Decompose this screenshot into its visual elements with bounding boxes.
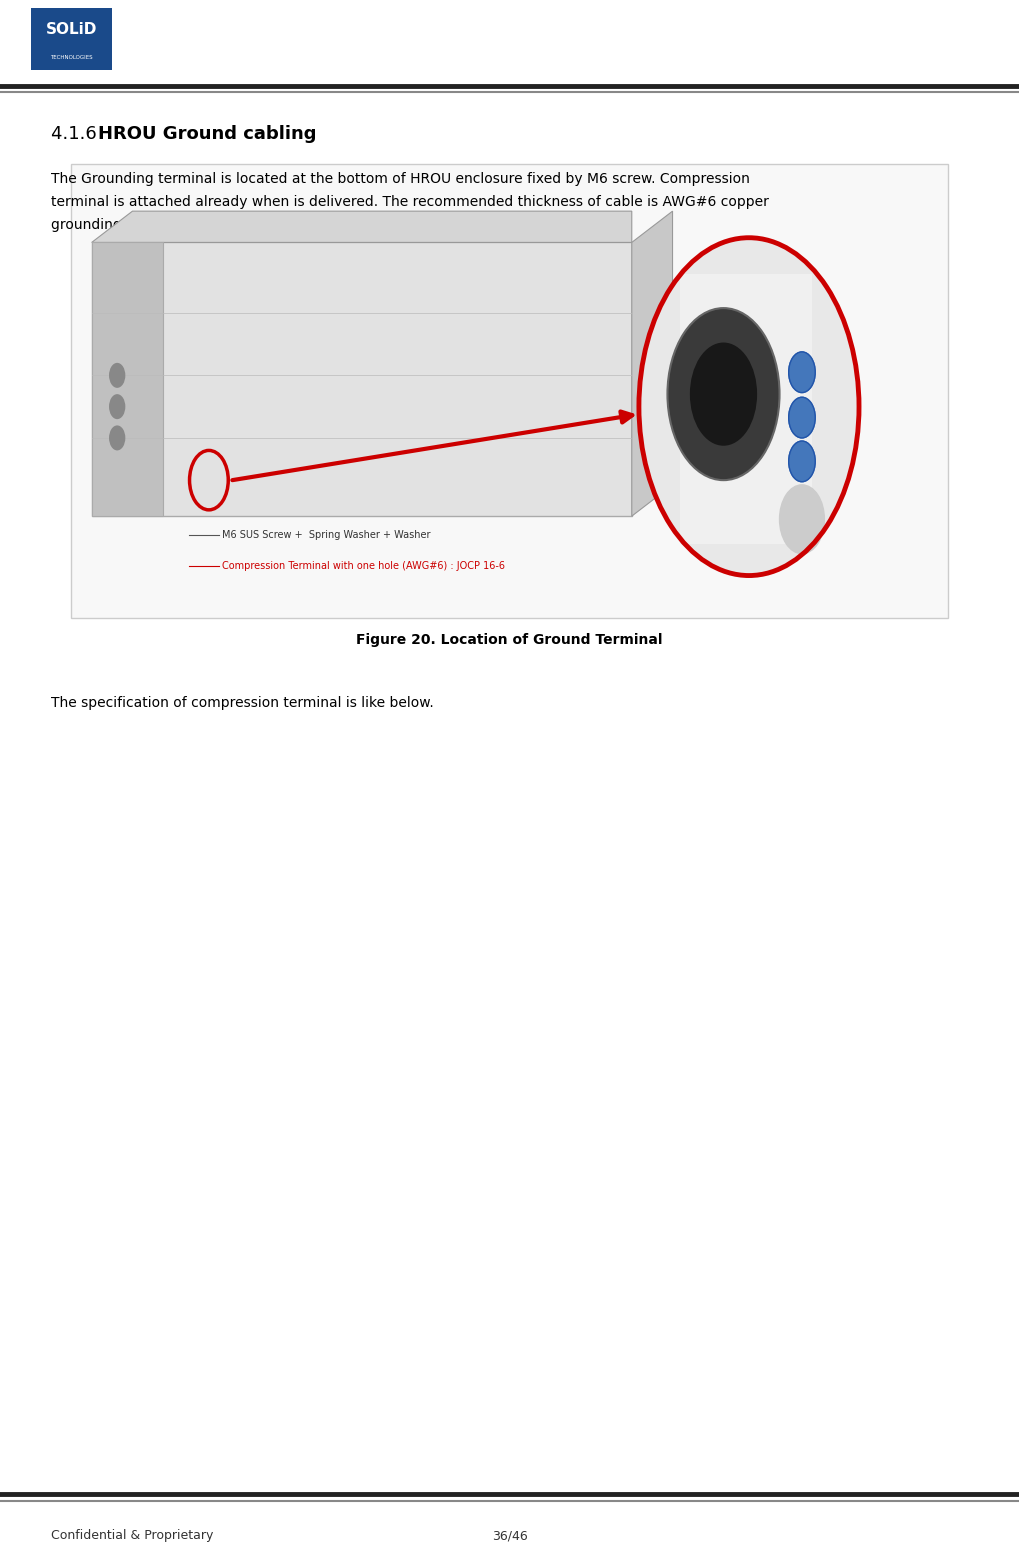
Circle shape xyxy=(109,425,125,450)
Circle shape xyxy=(667,308,780,480)
FancyBboxPatch shape xyxy=(92,242,632,516)
Circle shape xyxy=(789,441,815,482)
Text: TECHNOLOGIES: TECHNOLOGIES xyxy=(50,55,93,61)
Text: M6 SUS Screw +  Spring Washer + Washer: M6 SUS Screw + Spring Washer + Washer xyxy=(222,530,431,540)
FancyBboxPatch shape xyxy=(92,242,163,516)
Circle shape xyxy=(109,363,125,388)
Text: Compression Terminal with one hole (AWG#6) : JOCP 16-6: Compression Terminal with one hole (AWG#… xyxy=(222,561,505,571)
Circle shape xyxy=(780,485,824,554)
Text: The Grounding terminal is located at the bottom of HROU enclosure fixed by M6 sc: The Grounding terminal is located at the… xyxy=(51,172,768,231)
Circle shape xyxy=(639,238,859,576)
Polygon shape xyxy=(92,211,632,242)
Text: Figure 20. Location of Ground Terminal: Figure 20. Location of Ground Terminal xyxy=(357,633,662,647)
Text: The specification of compression terminal is like below.: The specification of compression termina… xyxy=(51,696,434,710)
Polygon shape xyxy=(632,211,673,516)
Text: 36/46: 36/46 xyxy=(491,1530,528,1542)
Text: SOLiD: SOLiD xyxy=(46,22,97,38)
Circle shape xyxy=(789,352,815,393)
Circle shape xyxy=(690,343,757,446)
Text: Confidential & Proprietary: Confidential & Proprietary xyxy=(51,1530,213,1542)
FancyBboxPatch shape xyxy=(71,164,948,618)
Circle shape xyxy=(789,397,815,438)
Circle shape xyxy=(109,394,125,419)
Text: HROU Ground cabling: HROU Ground cabling xyxy=(98,125,316,144)
FancyBboxPatch shape xyxy=(31,8,112,70)
Text: 4.1.6: 4.1.6 xyxy=(51,125,103,144)
FancyBboxPatch shape xyxy=(680,274,812,544)
